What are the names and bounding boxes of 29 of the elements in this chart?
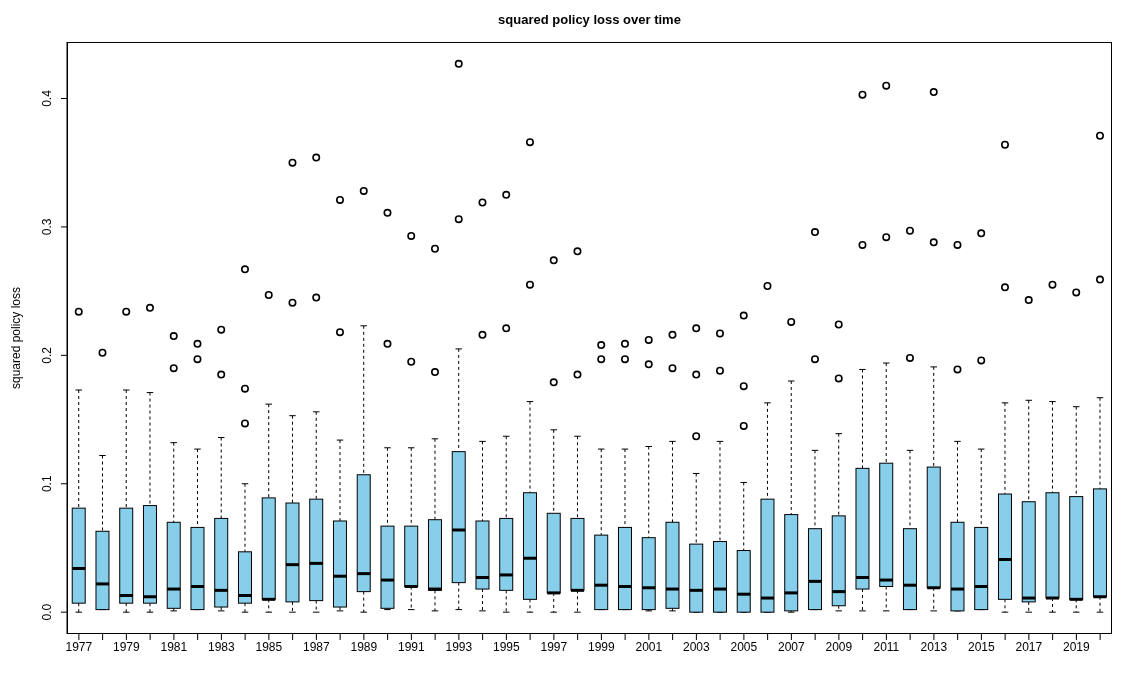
- x-tick-label: 1981: [160, 639, 188, 654]
- y-tick-label: 0.3: [40, 218, 54, 236]
- x-tick-label: 1983: [208, 639, 236, 654]
- x-tick-label: 1999: [588, 639, 616, 654]
- x-tick-label: 2019: [1063, 639, 1091, 654]
- y-axis-title: squared policy loss: [9, 286, 23, 390]
- x-tick-label: 2003: [683, 639, 711, 654]
- x-tick-label: 1989: [350, 639, 378, 654]
- x-tick-label: 2015: [968, 639, 996, 654]
- x-tick-label: 1993: [445, 639, 473, 654]
- x-tick-label: 2011: [873, 639, 900, 654]
- y-tick-label: 0.2: [40, 346, 54, 364]
- y-tick-label: 0.4: [40, 89, 54, 107]
- y-tick-label: 0.1: [40, 475, 54, 493]
- x-tick-label: 2009: [825, 639, 853, 654]
- x-tick-label: 2013: [920, 639, 948, 654]
- x-tick-label: 1985: [255, 639, 283, 654]
- x-tick-label: 1991: [398, 639, 426, 654]
- x-tick-label: 1977: [65, 639, 93, 654]
- x-tick-label: 1995: [493, 639, 521, 654]
- x-tick-label: 1987: [303, 639, 331, 654]
- x-tick-label: 2017: [1015, 639, 1043, 654]
- x-tick-label: 1997: [540, 639, 568, 654]
- y-tick-label: 0.0: [40, 603, 54, 621]
- x-tick-label: 2005: [730, 639, 758, 654]
- chart-title: squared policy loss over time: [497, 12, 682, 27]
- x-tick-label: 1979: [113, 639, 141, 654]
- x-tick-label: 2001: [635, 639, 663, 654]
- x-tick-label: 2007: [778, 639, 806, 654]
